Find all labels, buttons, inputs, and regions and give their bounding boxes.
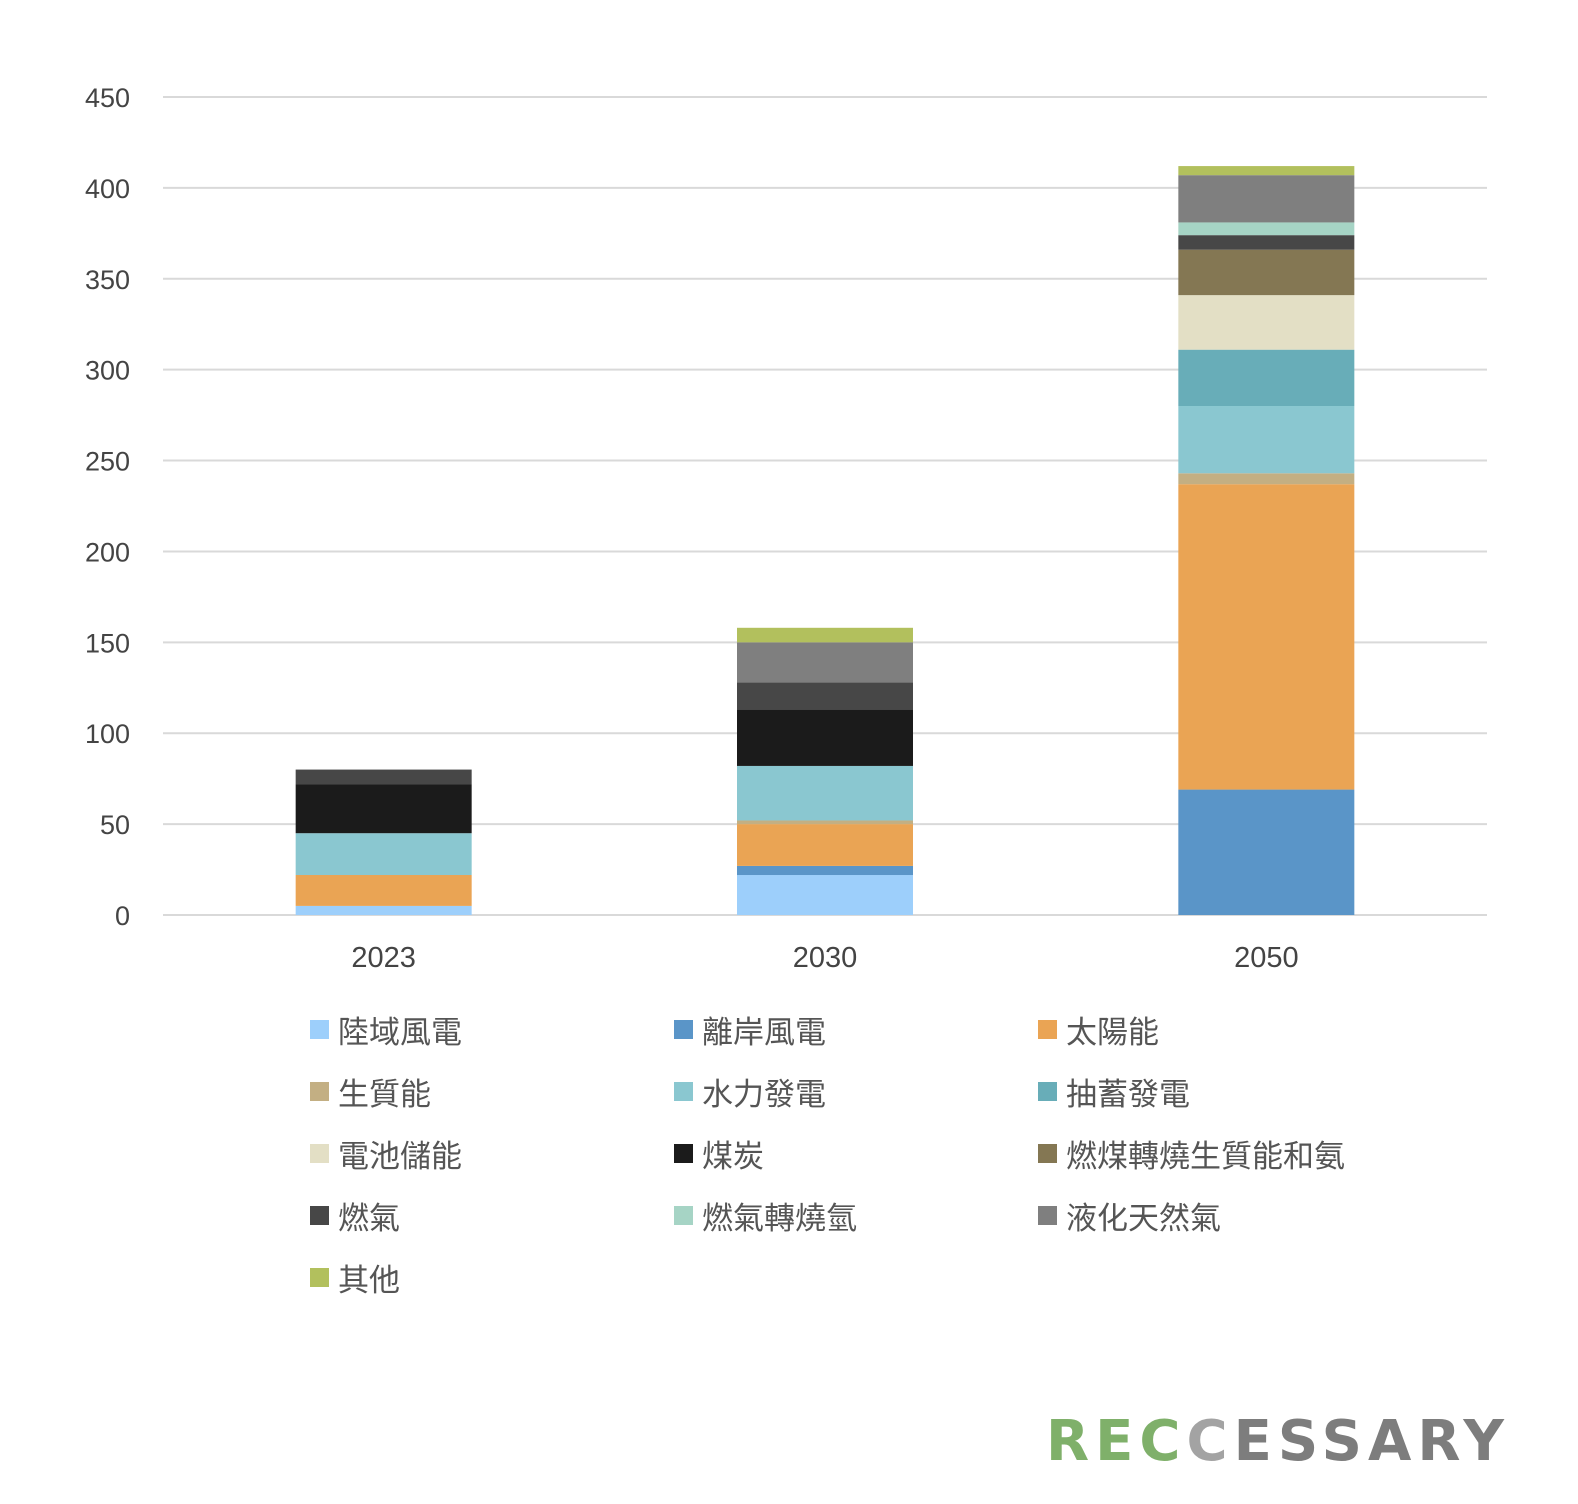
legend-item: 電池儲能 [310,1128,462,1178]
legend-label: 太陽能 [1066,1014,1159,1051]
stacked-bar-chart: 0 50 100 150 200 250 300 350 400 450 2023 2030 2050 [85,83,1487,974]
legend-swatch [310,1081,329,1101]
logo-letters: E [1095,1409,1140,1474]
legend-item: 陸域風電 [310,1004,462,1054]
legend-item: 離岸風電 [674,1004,826,1054]
legend-item: 抽蓄發電 [1038,1066,1190,1116]
y-tick-label: 100 [85,719,130,749]
logo-letters: C [1186,1409,1234,1474]
x-axis-ticks: 2023 2030 2050 [351,942,1298,974]
legend-item: 液化天然氣 [1038,1190,1221,1240]
legend-item: 煤炭 [674,1128,764,1178]
y-tick-label: 350 [85,265,130,295]
bar-segment [295,875,472,906]
x-tick-label: 2050 [1234,942,1299,974]
legend-label: 陸域風電 [338,1014,462,1051]
bar-segment [1178,349,1355,407]
y-tick-label: 250 [85,447,130,477]
legend-item: 燃氣 [310,1190,400,1240]
logo-letters: ESSARY [1233,1409,1510,1474]
logo-letters: C [1139,1409,1187,1474]
legend-label: 煤炭 [702,1138,764,1175]
legend-swatch [310,1267,329,1287]
logo-letters: R [1046,1409,1096,1474]
legend-item: 燃煤轉燒生質能和氨 [1038,1128,1345,1178]
bar-segment [1178,484,1355,790]
bar-segment [737,765,913,821]
legend-label: 燃氣 [338,1200,400,1237]
bar-segment [737,682,913,710]
x-tick-label: 2030 [793,942,858,974]
bar-segment [737,865,913,876]
bar-segment [737,627,913,643]
legend-swatch [1038,1143,1057,1163]
legend-swatch [674,1143,693,1163]
y-tick-label: 150 [85,628,130,658]
y-tick-label: 50 [100,810,130,840]
legend-swatch [310,1205,329,1225]
bar-segment [737,824,913,866]
legend-label: 離岸風電 [702,1014,826,1051]
bar-segment [1178,235,1355,250]
legend-item: 太陽能 [1038,1004,1159,1054]
y-tick-label: 450 [85,83,130,113]
legend-swatch [310,1019,329,1039]
legend-item: 燃氣轉燒氫 [674,1190,857,1240]
bar-segment [1178,406,1355,474]
legend-label: 抽蓄發電 [1066,1076,1190,1113]
bar-segment [737,820,913,825]
bar-segment [295,784,472,834]
legend-swatch [674,1205,693,1225]
y-tick-label: 200 [85,537,130,567]
y-tick-label: 0 [115,901,130,931]
legend-label: 燃氣轉燒氫 [702,1200,857,1237]
legend-label: 水力發電 [702,1076,826,1113]
y-axis-ticks: 0 50 100 150 200 250 300 350 400 450 [85,83,130,931]
legend-label: 燃煤轉燒生質能和氨 [1066,1138,1345,1175]
bar-segment [1178,789,1355,915]
legend-swatch [1038,1019,1057,1039]
legend-label: 生質能 [338,1076,431,1113]
legend-swatch [1038,1081,1057,1101]
bar-segment [295,905,472,915]
legend-swatch [674,1081,693,1101]
legend-swatch [310,1143,329,1163]
bar-segment [737,875,913,915]
bar-segment [1178,295,1355,350]
legend-swatch [1038,1205,1057,1225]
bar-segment [1178,175,1355,223]
reccessary-logo: RECCESSARY [1046,1412,1510,1472]
legend-label: 電池儲能 [338,1138,462,1175]
y-tick-label: 300 [85,356,130,386]
legend-item: 水力發電 [674,1066,826,1116]
bar-segment [1178,473,1355,485]
legend-item: 其他 [310,1252,400,1302]
y-tick-label: 400 [85,174,130,204]
legend-label: 其他 [338,1262,400,1299]
bar-segment [295,769,472,785]
bar-segment [737,709,913,766]
bar-segment [737,642,913,683]
bar-segment [1178,249,1355,296]
legend-item: 生質能 [310,1066,431,1116]
legend-swatch [674,1019,693,1039]
bar-segment [295,833,472,876]
x-tick-label: 2023 [351,942,416,974]
legend-label: 液化天然氣 [1066,1200,1221,1237]
bar-segment [1178,166,1355,176]
bars [295,166,1355,915]
bar-segment [1178,222,1355,236]
